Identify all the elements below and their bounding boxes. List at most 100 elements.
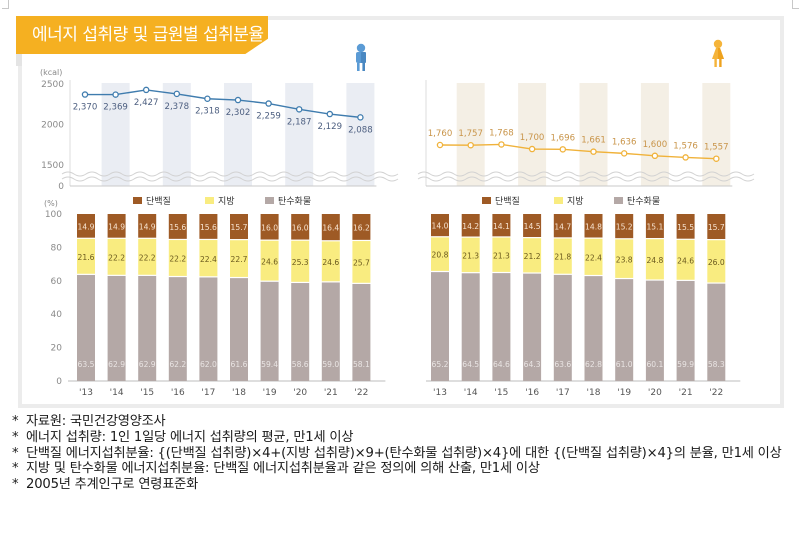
x-tick-label: '22 bbox=[354, 388, 368, 398]
bar-segment-protein bbox=[431, 214, 449, 237]
bar-segment-fat bbox=[461, 237, 480, 273]
bar-value-label: 62.9 bbox=[139, 360, 156, 369]
female-person-icon bbox=[712, 39, 724, 67]
bar-value-label: 22.2 bbox=[169, 255, 186, 264]
bullet: * bbox=[12, 414, 19, 429]
x-tick-label: '22 bbox=[709, 388, 723, 398]
legend-label: 단백질 bbox=[495, 195, 520, 207]
legend-label: 탄수화물 bbox=[278, 196, 311, 207]
data-point bbox=[295, 106, 303, 113]
bullet: * bbox=[12, 477, 19, 493]
footnote-text: 2005년 추계인구로 연령표준화 bbox=[26, 477, 199, 493]
bar-segment-protein bbox=[461, 214, 480, 237]
data-point bbox=[467, 141, 474, 149]
bar-value-label: 15.6 bbox=[169, 223, 186, 232]
bar-segment-protein bbox=[553, 214, 572, 238]
chart-title: 에너지 섭취량 및 급원별 섭취분율 bbox=[16, 16, 268, 54]
bar-value-label: 26.0 bbox=[708, 258, 725, 267]
bar-segment-protein bbox=[138, 214, 157, 238]
bar-segment-fat bbox=[260, 240, 279, 281]
bar-segment-carb bbox=[461, 273, 480, 381]
bar-value-label: 21.8 bbox=[554, 253, 571, 262]
bar-value-label: 21.2 bbox=[524, 252, 541, 261]
x-tick-label: '13 bbox=[79, 388, 93, 398]
data-point bbox=[112, 91, 119, 98]
x-tick-label: '20 bbox=[648, 388, 662, 398]
bar-value-label: 23.8 bbox=[616, 255, 633, 264]
x-tick-label: '19 bbox=[617, 388, 631, 398]
energy-series-line bbox=[439, 143, 717, 160]
bar-value-label: 65.2 bbox=[432, 360, 449, 369]
bar-segment-protein bbox=[352, 214, 371, 240]
bar-segment-fat bbox=[199, 240, 218, 277]
bar-segment-fat bbox=[352, 241, 371, 283]
bar-segment-protein bbox=[77, 214, 95, 238]
x-tick-label: '19 bbox=[263, 388, 277, 398]
bar-value-label: 15.5 bbox=[677, 223, 694, 232]
bar-segment-carb bbox=[321, 282, 340, 381]
bar-segment-protein bbox=[291, 214, 310, 240]
footnote-fat-carb-ratio: * 지방 및 탄수화물 에너지섭취분율: 단백질 에너지섭취분율과 같은 정의에 … bbox=[10, 461, 790, 477]
year-band bbox=[346, 83, 375, 186]
data-point bbox=[559, 146, 567, 153]
bar-value-label: 58.6 bbox=[292, 360, 309, 369]
bar-segment-carb bbox=[260, 281, 279, 381]
bar-value-label: 58.1 bbox=[353, 360, 370, 369]
data-point bbox=[81, 91, 89, 98]
data-point bbox=[234, 96, 242, 104]
axis-break-wave bbox=[61, 171, 399, 182]
data-point bbox=[528, 145, 536, 153]
bar-value-label: 24.6 bbox=[677, 256, 694, 265]
footnote-text: 단백질 에너지섭취분율: {(단백질 섭취량)×4+(지방 섭취량)×9+(탄수… bbox=[26, 445, 782, 461]
bar-segment-fat bbox=[168, 240, 187, 276]
bar-segment-carb bbox=[352, 283, 371, 381]
bar-segment-fat bbox=[584, 238, 603, 275]
x-tick-label: '14 bbox=[464, 388, 478, 398]
y-tick-label: 100 bbox=[45, 210, 62, 220]
bar-value-label: 14.9 bbox=[78, 222, 95, 231]
legend-swatch bbox=[133, 197, 142, 204]
bar-segment-protein bbox=[260, 214, 279, 240]
bullet: * bbox=[12, 461, 19, 477]
corner-mark-left bbox=[2, 0, 9, 9]
bar-segment-protein bbox=[645, 214, 664, 239]
bar-segment-fat bbox=[615, 239, 634, 278]
axis-break-wave bbox=[417, 171, 755, 182]
title-banner-shadow bbox=[16, 54, 22, 66]
bar-value-label: 62.8 bbox=[585, 360, 602, 369]
bar-value-label: 14.9 bbox=[108, 222, 125, 231]
bar-segment-fat bbox=[676, 239, 695, 280]
footnote-energy-intake: * 에너지 섭취량: 1인 1일당 에너지 섭취량의 평균, 만1세 이상 bbox=[10, 430, 790, 446]
data-label: 1,696 bbox=[550, 133, 575, 143]
x-tick-label: '20 bbox=[293, 388, 307, 398]
bar-segment-fat bbox=[707, 240, 726, 283]
legend-swatch bbox=[482, 197, 491, 204]
data-label: 2,318 bbox=[195, 107, 220, 117]
footnote-source: * 자료원: 국민건강영양조사 bbox=[10, 414, 790, 430]
bar-segment-protein bbox=[107, 214, 126, 238]
x-tick-label: '15 bbox=[494, 388, 508, 398]
x-tick-label: '21 bbox=[679, 388, 693, 398]
charts-canvas: (kcal) 2500 2000 1500 0 2,370 2,369 2,427 2,378 2… bbox=[40, 39, 755, 398]
bar-segment-protein bbox=[676, 214, 695, 239]
bar-segment-protein bbox=[321, 214, 340, 241]
bar-value-label: 24.6 bbox=[322, 258, 339, 267]
bar-segment-carb bbox=[107, 275, 126, 381]
year-band bbox=[702, 83, 731, 186]
bar-value-label: 16.0 bbox=[292, 223, 309, 232]
bar-segment-carb bbox=[584, 276, 603, 381]
female-energy-ratio-bar-chart: 단백질 지방 탄수화물 65.2 20.8 14.0 '13 64.5 21.3 14.2 '14 6… bbox=[426, 195, 741, 398]
bar-segment-protein bbox=[523, 214, 542, 238]
bar-value-label: 61.0 bbox=[616, 360, 633, 369]
data-point bbox=[142, 86, 150, 94]
data-label: 2,129 bbox=[317, 122, 342, 132]
legend-label: 지방 bbox=[567, 196, 584, 207]
bar-value-label: 20.8 bbox=[432, 251, 449, 260]
data-label: 1,760 bbox=[428, 129, 453, 139]
bar-value-label: 64.3 bbox=[524, 360, 541, 369]
bar-segment-carb bbox=[553, 274, 572, 381]
data-point bbox=[651, 152, 659, 160]
bar-value-label: 14.9 bbox=[139, 222, 156, 231]
year-band bbox=[101, 83, 130, 186]
bar-value-label: 24.6 bbox=[261, 257, 278, 266]
